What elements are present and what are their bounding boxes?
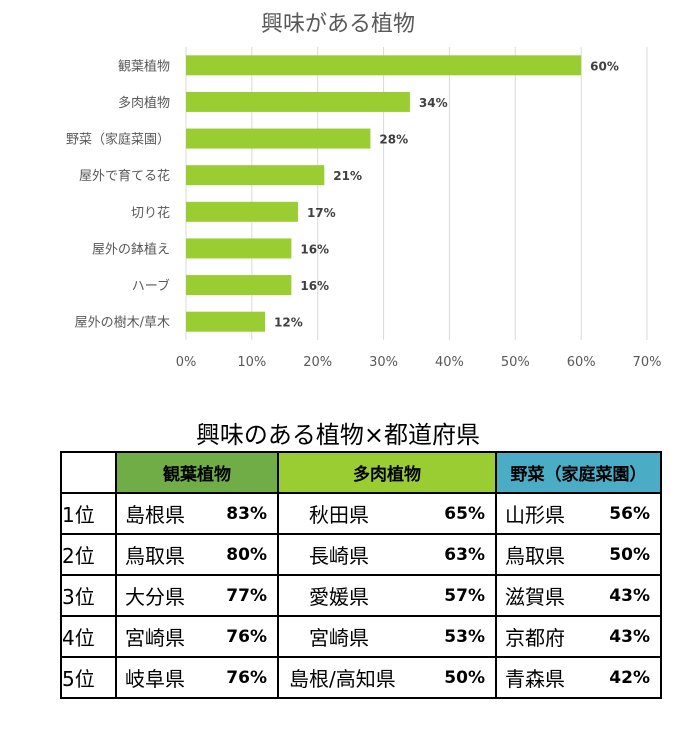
bar xyxy=(186,91,410,112)
data-label: 21% xyxy=(333,169,362,183)
prefecture-name: 大分県 xyxy=(125,585,185,609)
data-label: 17% xyxy=(307,206,336,220)
prefecture-name: 島根/高知県 xyxy=(289,667,396,691)
percentage: 80% xyxy=(226,544,267,565)
category-label: 野菜（家庭菜園） xyxy=(66,132,170,148)
prefecture-name: 島根県 xyxy=(125,503,185,527)
rank-cell: 5位 xyxy=(60,656,117,699)
x-tick-label: 0% xyxy=(176,355,197,370)
table-row: 2位 鳥取県 80% 長崎県 63% 鳥取県 50% xyxy=(60,533,662,576)
bar xyxy=(186,275,292,296)
header-foliage-plants: 観葉植物 xyxy=(115,451,279,494)
vegetable-cell: 京都府 43% xyxy=(495,615,662,658)
x-tick-label: 20% xyxy=(303,355,332,370)
percentage: 65% xyxy=(444,503,485,524)
bar xyxy=(186,201,298,222)
x-tick-label: 50% xyxy=(501,355,530,370)
percentage: 83% xyxy=(226,503,267,524)
category-label: 屋外の樹木/草木 xyxy=(75,316,170,331)
table-row: 3位 大分県 77% 愛媛県 57% 滋賀県 43% xyxy=(60,574,662,617)
vegetable-cell: 滋賀県 43% xyxy=(495,574,662,617)
rank-cell: 1位 xyxy=(60,492,117,535)
percentage: 77% xyxy=(226,585,267,606)
vegetable-cell: 山形県 56% xyxy=(495,492,662,535)
table-row: 4位 宮崎県 76% 宮崎県 53% 京都府 43% xyxy=(60,615,662,658)
bar xyxy=(186,311,266,332)
percentage: 50% xyxy=(444,667,485,688)
data-label: 60% xyxy=(590,59,619,73)
percentage: 43% xyxy=(609,585,650,606)
succulent-cell: 宮崎県 53% xyxy=(277,615,497,658)
header-succulents: 多肉植物 xyxy=(277,451,497,494)
foliage-cell: 鳥取県 80% xyxy=(115,533,279,576)
succulent-cell: 島根/高知県 50% xyxy=(277,656,497,699)
table-row: 5位 岐阜県 76% 島根/高知県 50% 青森県 42% xyxy=(60,656,662,699)
prefecture-name: 鳥取県 xyxy=(505,544,565,568)
prefecture-name: 秋田県 xyxy=(309,503,369,527)
percentage: 57% xyxy=(444,585,485,606)
prefecture-name: 愛媛県 xyxy=(309,585,369,609)
vegetable-cell: 青森県 42% xyxy=(495,656,662,699)
table-header-row: 観葉植物 多肉植物 野菜（家庭菜園） xyxy=(60,451,662,494)
foliage-cell: 岐阜県 76% xyxy=(115,656,279,699)
percentage: 76% xyxy=(226,626,267,647)
bar xyxy=(186,55,582,76)
x-tick-label: 40% xyxy=(435,355,464,370)
percentage: 56% xyxy=(609,503,650,524)
prefecture-name: 青森県 xyxy=(505,667,565,691)
bar xyxy=(186,128,371,149)
data-label: 34% xyxy=(419,96,448,110)
category-label: 多肉植物 xyxy=(118,95,170,111)
header-blank-cell xyxy=(60,451,117,494)
prefecture-name: 長崎県 xyxy=(309,544,369,568)
succulent-cell: 長崎県 63% xyxy=(277,533,497,576)
rank-cell: 3位 xyxy=(60,574,117,617)
prefecture-name: 宮崎県 xyxy=(125,626,185,650)
rank-cell: 2位 xyxy=(60,533,117,576)
percentage: 53% xyxy=(444,626,485,647)
bar xyxy=(186,238,292,259)
vegetable-cell: 鳥取県 50% xyxy=(495,533,662,576)
foliage-cell: 大分県 77% xyxy=(115,574,279,617)
prefecture-name: 鳥取県 xyxy=(125,544,185,568)
prefecture-name: 山形県 xyxy=(505,503,565,527)
prefecture-name: 滋賀県 xyxy=(505,585,565,609)
data-label: 12% xyxy=(274,316,303,330)
rank-cell: 4位 xyxy=(60,615,117,658)
category-label: 屋外で育てる花 xyxy=(79,168,170,184)
ranking-table: 観葉植物 多肉植物 野菜（家庭菜園） 1位 島根県 83% 秋田県 65% 山形県 5… xyxy=(60,451,662,699)
table-row: 1位 島根県 83% 秋田県 65% 山形県 56% xyxy=(60,492,662,535)
category-label: 観葉植物 xyxy=(118,59,170,74)
succulent-cell: 愛媛県 57% xyxy=(277,574,497,617)
percentage: 63% xyxy=(444,544,485,565)
category-label: 切り花 xyxy=(131,205,170,221)
x-tick-label: 70% xyxy=(633,355,662,370)
header-vegetables: 野菜（家庭菜園） xyxy=(495,451,662,494)
succulent-cell: 秋田県 65% xyxy=(277,492,497,535)
percentage: 43% xyxy=(609,626,650,647)
prefecture-name: 京都府 xyxy=(505,626,565,650)
table-title: 興味のある植物×都道府県 xyxy=(195,421,481,449)
prefecture-name: 岐阜県 xyxy=(125,667,185,691)
foliage-cell: 島根県 83% xyxy=(115,492,279,535)
data-label: 16% xyxy=(300,279,329,293)
foliage-cell: 宮崎県 76% xyxy=(115,615,279,658)
category-label: 屋外の鉢植え xyxy=(92,242,170,257)
x-tick-label: 30% xyxy=(369,355,398,370)
x-tick-label: 10% xyxy=(237,355,266,370)
percentage: 42% xyxy=(609,667,650,688)
percentage: 76% xyxy=(226,667,267,688)
data-label: 28% xyxy=(379,133,408,147)
percentage: 50% xyxy=(609,544,650,565)
bar xyxy=(186,165,325,186)
category-label: ハーブ xyxy=(132,278,170,294)
prefecture-name: 宮崎県 xyxy=(309,626,369,650)
chart-title: 興味がある植物 xyxy=(260,12,415,37)
x-tick-label: 60% xyxy=(567,355,596,370)
data-label: 16% xyxy=(300,242,329,256)
bar-chart: 0% 10% 20% 30% 40% 50% 60% 70% 観葉植物 60% 多肉植物 34% 野菜（… xyxy=(66,47,662,370)
